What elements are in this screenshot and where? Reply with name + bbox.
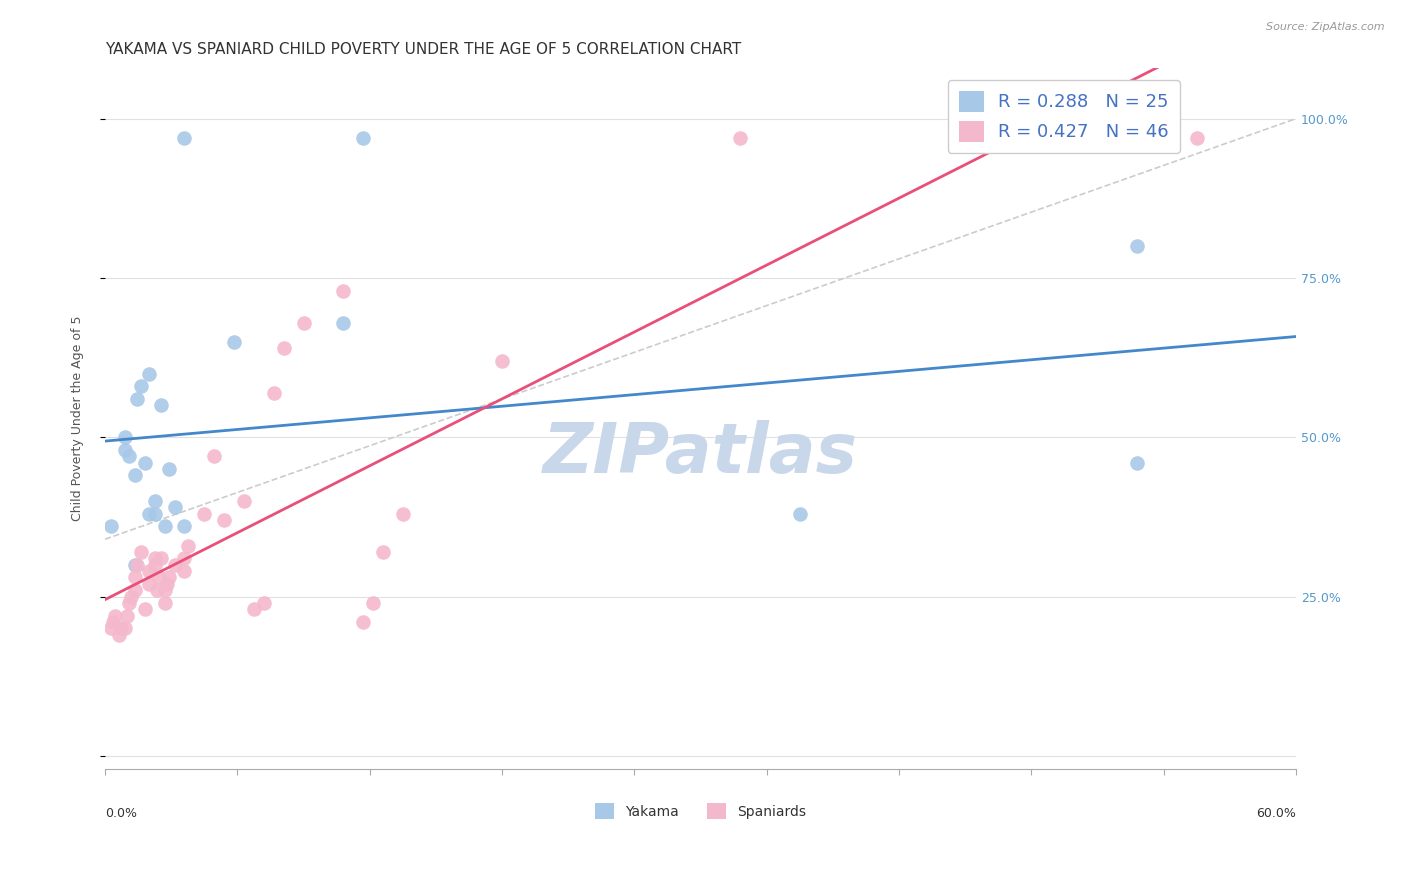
Point: [143, 507, 166, 521]
Point: [138, 507, 160, 521]
Text: YAKAMA VS SPANIARD CHILD POVERTY UNDER THE AGE OF 5 CORRELATION CHART: YAKAMA VS SPANIARD CHILD POVERTY UNDER T…: [105, 42, 741, 57]
Point: [138, 367, 160, 381]
Point: [114, 622, 136, 636]
Point: [124, 570, 146, 584]
Point: [263, 385, 285, 400]
Point: [149, 398, 172, 412]
Y-axis label: Child Poverty Under the Age of 5: Child Poverty Under the Age of 5: [72, 316, 84, 521]
Text: 60.0%: 60.0%: [1256, 807, 1296, 820]
Point: [173, 519, 195, 533]
Point: [163, 558, 186, 572]
Point: [124, 583, 146, 598]
Point: [134, 602, 156, 616]
Legend: Yakama, Spaniards: Yakama, Spaniards: [589, 797, 811, 825]
Point: [361, 596, 384, 610]
Point: [108, 628, 131, 642]
Point: [101, 615, 124, 629]
Point: [153, 519, 176, 533]
Point: [143, 558, 166, 572]
Point: [163, 500, 186, 515]
Point: [202, 450, 225, 464]
Point: [224, 334, 246, 349]
Point: [491, 353, 513, 368]
Point: [173, 551, 195, 566]
Point: [110, 622, 132, 636]
Point: [129, 545, 152, 559]
Point: [157, 570, 180, 584]
Point: [104, 608, 127, 623]
Point: [143, 551, 166, 566]
Point: [273, 341, 295, 355]
Point: [243, 602, 266, 616]
Point: [730, 130, 752, 145]
Text: Source: ZipAtlas.com: Source: ZipAtlas.com: [1267, 22, 1385, 32]
Point: [134, 456, 156, 470]
Point: [125, 392, 148, 406]
Point: [392, 507, 415, 521]
Point: [1185, 130, 1208, 145]
Point: [352, 615, 374, 629]
Point: [155, 576, 177, 591]
Point: [100, 519, 122, 533]
Point: [148, 570, 170, 584]
Text: 0.0%: 0.0%: [105, 807, 136, 820]
Point: [100, 622, 122, 636]
Point: [129, 379, 152, 393]
Point: [145, 583, 167, 598]
Text: ZIPatlas: ZIPatlas: [543, 419, 858, 487]
Point: [193, 507, 215, 521]
Point: [118, 596, 141, 610]
Point: [149, 551, 172, 566]
Point: [124, 558, 146, 572]
Point: [332, 316, 354, 330]
Point: [157, 462, 180, 476]
Point: [125, 558, 148, 572]
Point: [118, 450, 141, 464]
Point: [212, 513, 235, 527]
Point: [138, 576, 160, 591]
Point: [789, 507, 811, 521]
Point: [177, 539, 200, 553]
Point: [173, 130, 195, 145]
Point: [138, 564, 160, 578]
Point: [143, 494, 166, 508]
Point: [114, 442, 136, 457]
Point: [371, 545, 394, 559]
Point: [114, 430, 136, 444]
Point: [1126, 239, 1149, 253]
Point: [153, 583, 176, 598]
Point: [120, 590, 142, 604]
Point: [352, 130, 374, 145]
Point: [153, 596, 176, 610]
Point: [1126, 456, 1149, 470]
Point: [332, 284, 354, 298]
Point: [233, 494, 256, 508]
Point: [292, 316, 315, 330]
Point: [173, 564, 195, 578]
Point: [124, 468, 146, 483]
Point: [115, 608, 138, 623]
Point: [253, 596, 276, 610]
